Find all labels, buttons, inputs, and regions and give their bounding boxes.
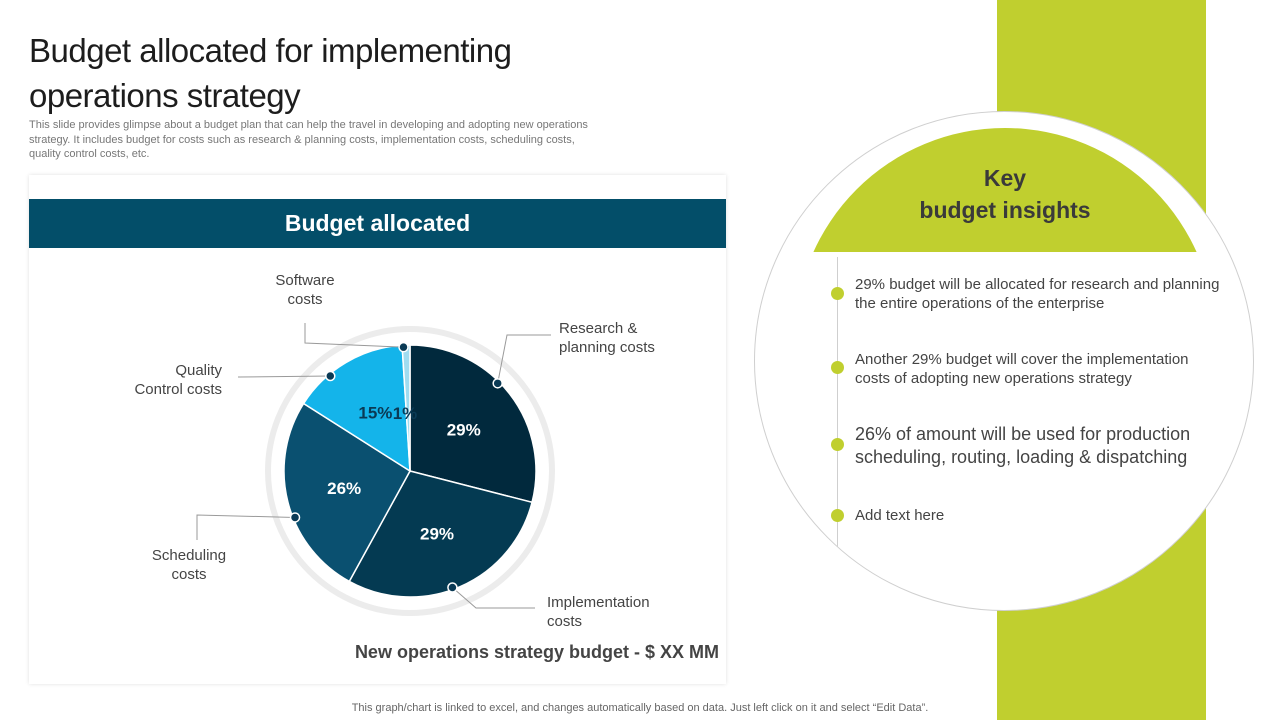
leader-line [196,514,296,540]
pie-value-label: 26% [327,479,361,498]
leader-dot [447,582,458,593]
budget-total-note: New operations strategy budget - $ XX MM [354,642,719,662]
insight-bullet-dot [831,287,844,300]
pie-slice[interactable] [283,402,411,583]
category-label: costs [287,291,322,308]
category-label: Quality [175,362,222,379]
insights-title: Key budget insights [755,162,1253,226]
leader-dot [492,378,503,389]
insight-item: 29% budget will be allocated for researc… [855,276,1220,312]
leader-line [304,323,404,348]
budget-chart-card: Budget allocated 29% Research & planning c… [29,175,726,684]
category-label: Scheduling [152,547,226,564]
insight-item: 26% of amount will be used for productio… [855,424,1191,467]
key-insights-panel: Key budget insights 29% budget will be a… [754,111,1254,611]
pie-value-label: 29% [420,524,454,543]
insight-bullet-dot [831,438,844,451]
pie-value-label: 15% [358,403,392,422]
insights-header-cap [755,112,1253,252]
insight-item: Add text here [855,507,945,524]
insight-item: Another 29% budget will cover the implem… [855,351,1189,387]
pie-chart[interactable]: 29% Research & planning costs 29% Implementa… [29,175,726,684]
card-header: Budget allocated [29,199,726,248]
category-label: Implementation [547,594,650,611]
insights-timeline [837,257,838,549]
page-subtitle: This slide provides glimpse about a budg… [29,119,588,160]
pie-slice[interactable] [348,470,533,598]
leader-line [238,375,331,378]
page-title: Budget allocated for implementing operat… [29,32,512,114]
insight-bullet-dot [831,509,844,522]
leader-dot [289,512,301,523]
leader-line [452,587,535,609]
footer-note: This graph/chart is linked to excel, and… [351,702,929,714]
leader-dot [398,341,409,353]
leader-dot [325,370,336,382]
insights-title-line2: budget insights [919,197,1091,223]
pie-value-label: 29% [447,420,481,439]
pie-slice[interactable] [409,344,537,504]
category-label: Control costs [134,381,222,398]
leader-line [497,334,551,384]
category-label: costs [547,613,582,630]
category-label: costs [171,566,206,583]
insight-bullet-dot [831,361,844,374]
category-label: planning costs [559,339,655,356]
insights-title-line1: Key [983,165,1027,191]
pie-value-label: 1% [393,404,418,423]
category-label: Research & [559,320,637,337]
category-label: Software [275,272,334,289]
